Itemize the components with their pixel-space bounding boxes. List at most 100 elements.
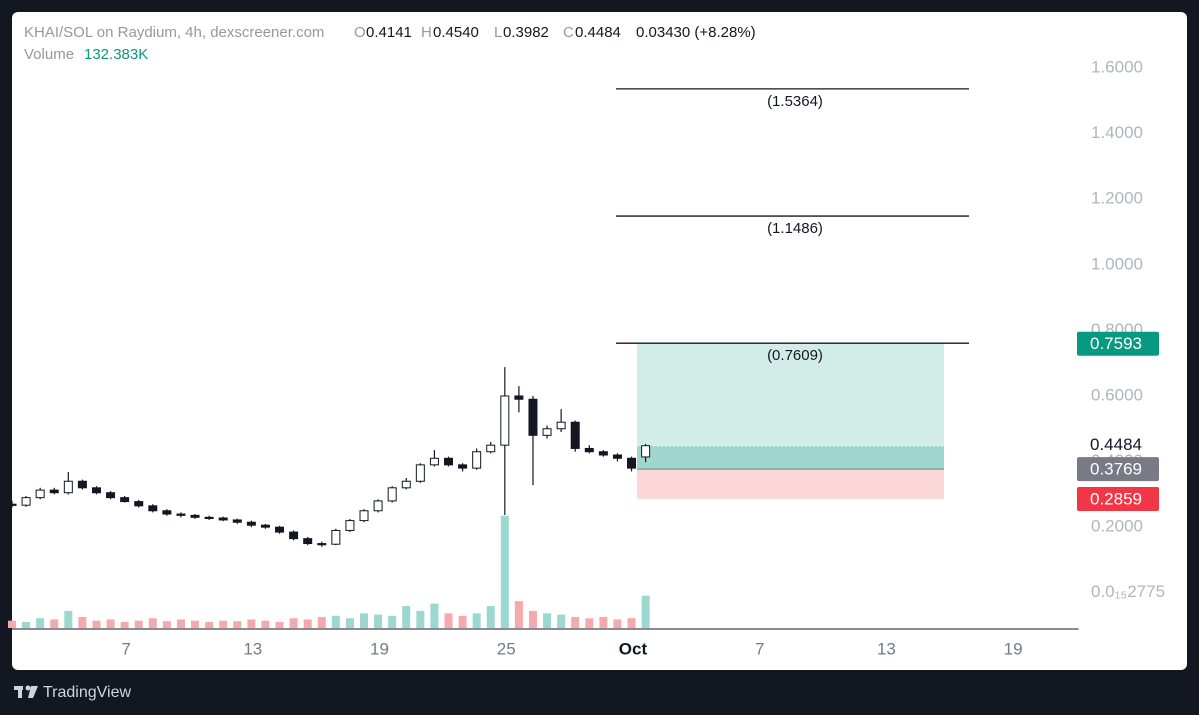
stop-price-label: 0.2859 [1090,489,1142,508]
candle-body [627,457,637,469]
volume-bar [331,615,340,628]
candle-body [21,497,31,506]
x-tick-label: 25 [497,639,516,658]
candle-body [542,428,552,436]
y-tick-label: 1.0000 [1091,254,1143,273]
candle-body [584,447,594,453]
volume-bar [543,613,552,628]
candle-body [500,395,510,446]
volume-bar [500,515,509,628]
candle-body [303,538,313,545]
candle-body [458,464,468,469]
volume-key: Volume [24,46,74,63]
y-tick-label: 1.6000 [1091,57,1143,76]
candle-body [190,514,200,518]
candle-body [134,501,144,507]
volume-bar [585,618,594,628]
candle-body [49,489,59,494]
x-tick-label: 19 [370,639,389,658]
volume-bar [275,621,284,628]
candle-body [148,505,158,512]
candle-body [106,492,116,499]
stop-price-box [1077,486,1159,511]
candle-body [486,444,496,453]
h-key: H [421,24,432,41]
candle-body [246,521,256,526]
o-value: 0.4141 [366,24,412,41]
candle-body [162,510,172,515]
candle-body [204,516,214,520]
x-tick-label: 13 [877,639,896,658]
candle-body [345,520,355,531]
candle-body [176,513,186,516]
candle-body [120,497,130,503]
target-label: (1.5364) [767,93,823,110]
x-tick-label: 7 [755,639,764,658]
volume-bar [36,618,45,628]
candle-body [232,519,242,523]
profit-zone [637,343,944,470]
x-tick-label: 19 [1004,639,1023,658]
chart-panel [12,12,1187,670]
current-price-label: 0.4484 [1090,435,1142,454]
volume-bar [191,620,200,628]
volume-bar [472,613,481,628]
volume-bar [303,619,312,628]
candle-body [387,487,397,502]
candle-body [415,464,425,482]
volume-bar [402,606,411,628]
volume-bar [388,615,397,628]
volume-bar [134,620,143,628]
o-key: O [354,24,366,41]
volume-bar [219,620,228,628]
candle-body [260,524,270,528]
c-value: 0.4484 [575,24,621,41]
y-tick-label: 0.2000 [1091,517,1143,536]
open-profit [637,445,944,470]
candle-body [7,503,17,506]
volume-bar [247,619,256,628]
entry-price-box [1077,457,1159,482]
candle-body [218,517,228,521]
logo-part [28,686,38,698]
logo-part [18,686,22,698]
candle-body [429,457,439,466]
volume-bar [8,620,16,628]
volume-bar [50,619,59,628]
volume-bar [641,595,650,628]
volume-bar [162,621,171,628]
candle-body [63,480,73,494]
volume-bar [416,610,425,628]
volume-bar [120,621,129,628]
volume-bar [148,618,157,628]
candle-body [598,451,608,456]
volume-bar [64,610,73,628]
volume-bar [557,614,566,628]
candle-body [331,529,341,545]
x-tick-label: Oct [619,639,648,658]
volume-bar [599,617,608,628]
y-tick-label: 1.2000 [1091,189,1143,208]
volume-bar [571,617,580,628]
candle-body [289,531,299,540]
volume-value: 132.383K [84,46,148,63]
target-price-box [1077,331,1159,356]
volume-bar [627,618,636,628]
volume-bar [430,603,439,628]
candle-body [641,445,651,458]
candle-body [556,421,566,430]
volume-bar [317,617,326,628]
candle-body [570,421,580,449]
candle-body [275,526,285,533]
volume-bar [106,619,115,628]
volume-bar [444,613,453,628]
y-tick-label: 0.6000 [1091,385,1143,404]
target-label: (1.1486) [767,220,823,237]
candle-body [514,395,524,400]
volume-bar [205,621,214,628]
logo-part [25,685,31,691]
volume-bar [261,620,270,628]
volume-bar [613,619,622,628]
